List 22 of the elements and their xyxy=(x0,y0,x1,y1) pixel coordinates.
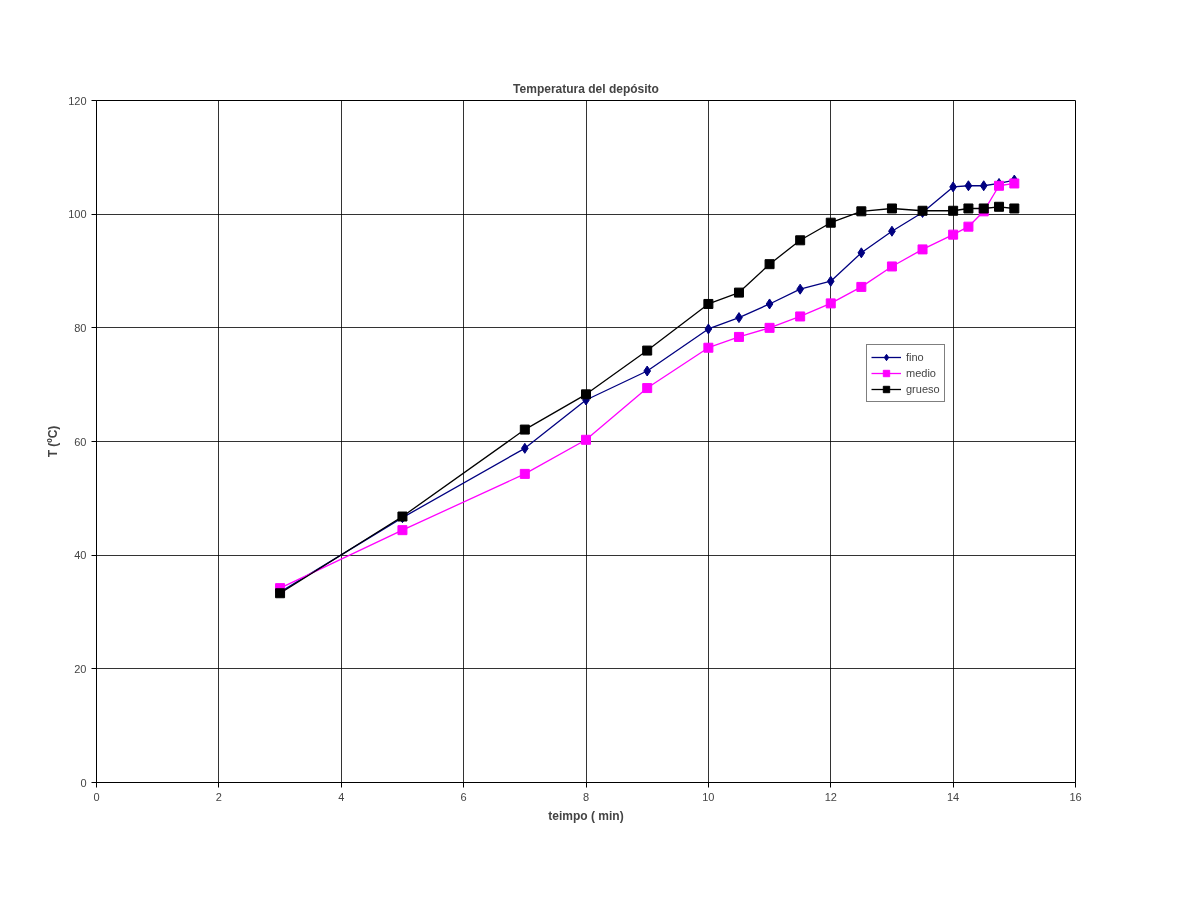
x-tick-label: 14 xyxy=(947,790,960,803)
y-tick-label: 100 xyxy=(68,208,87,221)
x-tick-label: 12 xyxy=(824,790,837,803)
y-tick-label: 20 xyxy=(74,662,87,675)
y-tick-label: 0 xyxy=(80,776,87,789)
y-tick-label: 60 xyxy=(74,435,87,448)
x-axis-title: teimpo ( min) xyxy=(548,808,624,823)
y-axis-title: T (ºC) xyxy=(46,425,61,458)
x-tick-label: 16 xyxy=(1069,790,1082,803)
chart-title: Temperatura del depósito xyxy=(513,81,659,96)
y-tick-label: 120 xyxy=(68,94,87,107)
x-tick-label: 4 xyxy=(338,790,345,803)
y-tick-label: 80 xyxy=(74,321,87,334)
x-tick-label: 10 xyxy=(702,790,715,803)
legend-label: grueso xyxy=(906,382,940,397)
y-tick-label: 40 xyxy=(74,549,87,562)
x-tick-label: 6 xyxy=(460,790,467,803)
legend-label: fino xyxy=(906,350,925,365)
legend-label: medio xyxy=(906,366,936,381)
x-tick-label: 0 xyxy=(93,790,100,803)
x-tick-label: 8 xyxy=(582,790,590,803)
x-tick-label: 2 xyxy=(215,790,222,803)
